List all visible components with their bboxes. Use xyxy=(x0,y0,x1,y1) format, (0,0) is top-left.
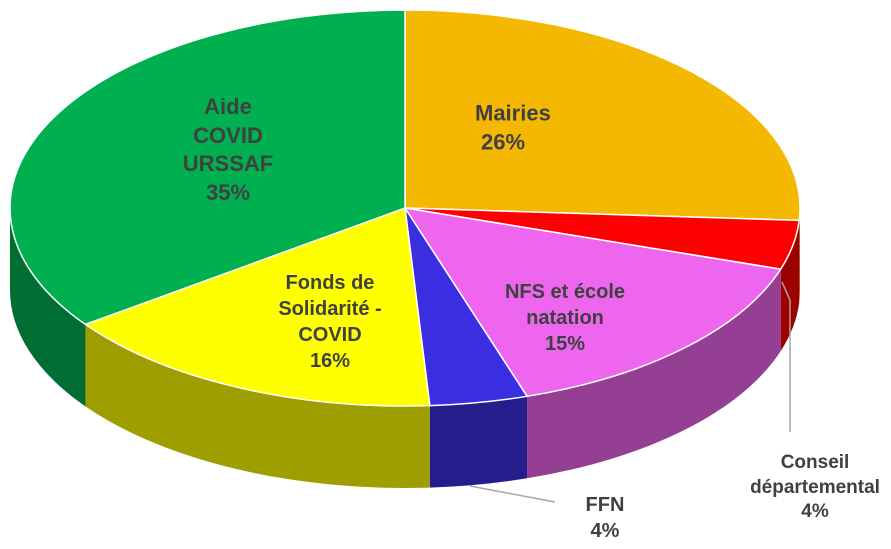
category-label: NFS et école natation xyxy=(504,281,626,329)
slice xyxy=(83,206,431,407)
leader-line xyxy=(781,281,791,432)
slice-label: NFS et école natation 15% xyxy=(480,279,650,357)
category-label: FFN xyxy=(585,494,625,516)
category-label: Aide COVID URSSAF xyxy=(182,93,274,176)
slice-label: Mairies 26% xyxy=(475,99,595,156)
slice xyxy=(9,9,406,326)
value-label: 16% xyxy=(309,350,351,372)
category-label: Conseil départemental xyxy=(750,451,880,498)
slice-label: Fonds de Solidarité - COVID 16% xyxy=(265,270,395,374)
slice-side xyxy=(10,208,86,407)
slice-side xyxy=(85,324,430,488)
value-label: 4% xyxy=(801,501,829,523)
slice xyxy=(403,206,782,398)
slice-side xyxy=(780,220,800,352)
category-label: Mairies xyxy=(475,100,551,126)
slice-label: FFN 4% xyxy=(565,492,645,544)
slice-side xyxy=(799,208,800,303)
value-label: 15% xyxy=(544,333,586,355)
slice xyxy=(404,9,801,222)
leader-line xyxy=(469,485,556,503)
category-label: Fonds de Solidarité - COVID xyxy=(278,272,382,346)
slice-side xyxy=(527,269,781,479)
slice-label: Conseil départemental 4% xyxy=(740,451,890,525)
value-label: 35% xyxy=(205,179,251,205)
value-label: 26% xyxy=(481,129,526,154)
value-label: 4% xyxy=(590,520,620,542)
slice-side xyxy=(429,396,528,488)
slice-label: Aide COVID URSSAF 35% xyxy=(168,93,288,207)
